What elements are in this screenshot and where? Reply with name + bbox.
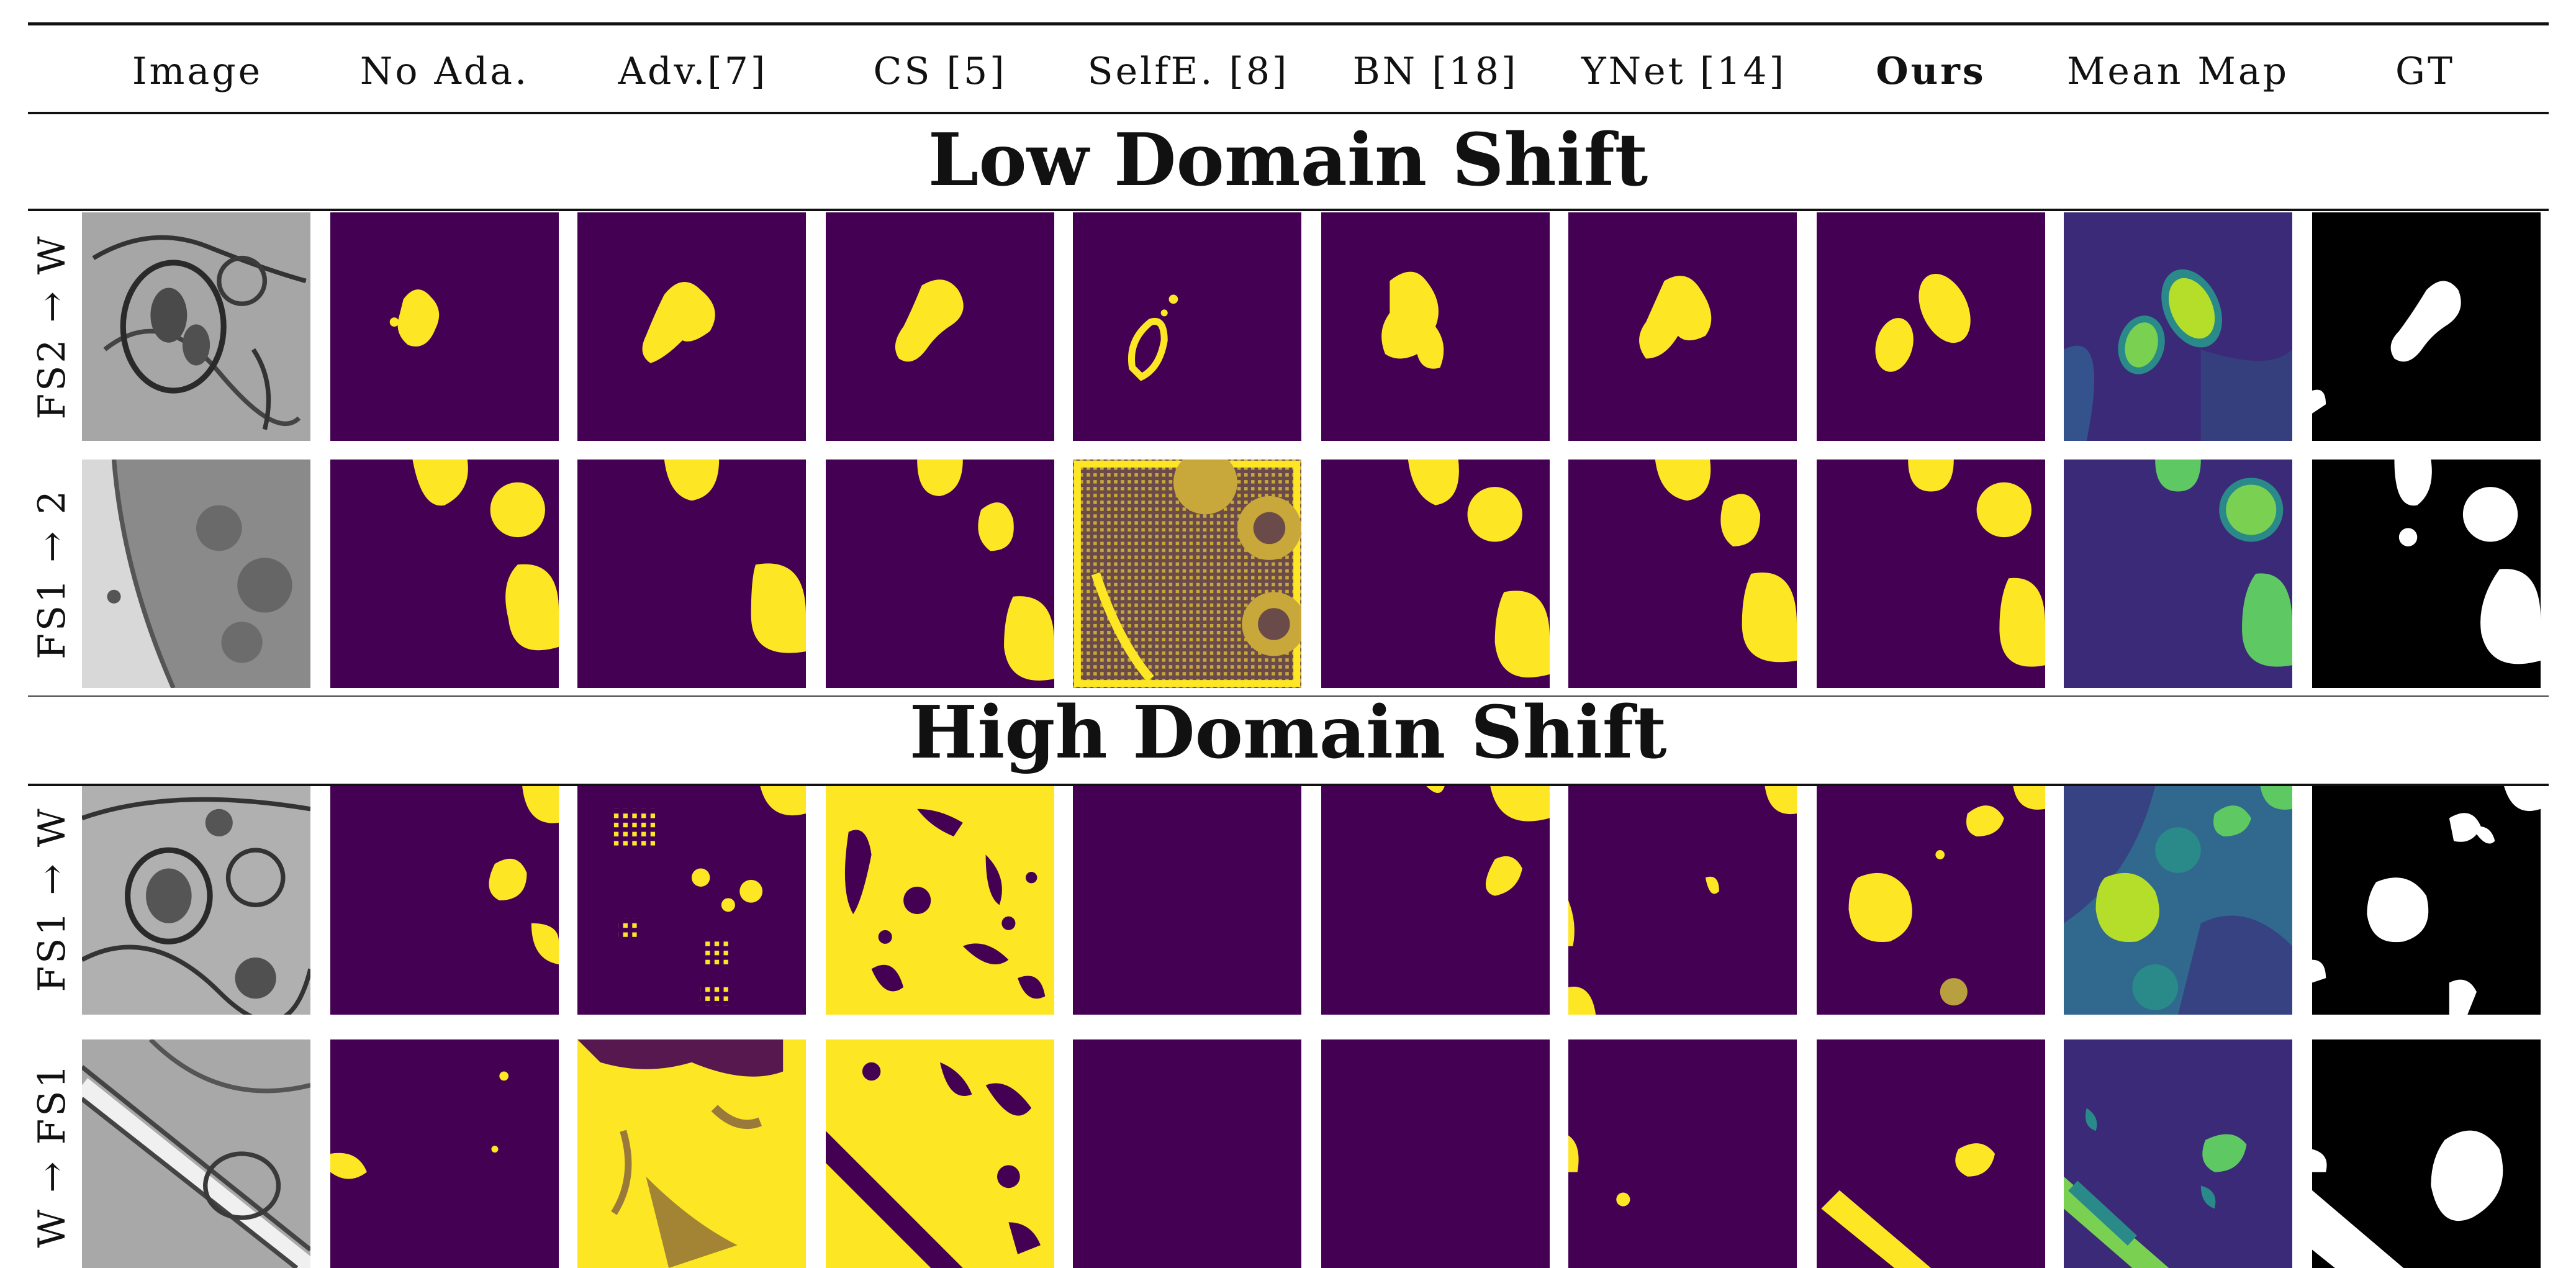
- mean-map: [2064, 786, 2292, 1015]
- prediction-mask: [826, 212, 1054, 441]
- mean-map: [2064, 460, 2292, 688]
- prediction-mask: [1321, 1039, 1550, 1268]
- prediction-mask: [1568, 1039, 1797, 1268]
- col-header-ynet: YNet [14]: [1581, 50, 1786, 93]
- input-image: [82, 460, 310, 688]
- prediction-mask: [577, 460, 806, 688]
- ground-truth-mask: [2312, 786, 2541, 1015]
- row-label-fs1-2: FS1 → 2: [30, 488, 74, 659]
- col-header-image: Image: [132, 50, 263, 93]
- col-header-mean-map: Mean Map: [2066, 50, 2290, 93]
- prediction-mask: [1321, 212, 1550, 441]
- row-label-fs1-w: FS1 → W: [30, 806, 74, 992]
- prediction-mask: [330, 460, 559, 688]
- section-rule-high: [28, 784, 2549, 786]
- prediction-mask: [826, 460, 1054, 688]
- prediction-mask: [577, 786, 806, 1015]
- prediction-mask: [1073, 212, 1301, 441]
- prediction-mask: [1321, 460, 1550, 688]
- prediction-mask: [826, 1039, 1054, 1268]
- prediction-mask: [1073, 1039, 1301, 1268]
- prediction-mask: [1568, 460, 1797, 688]
- input-image: [82, 212, 310, 441]
- row-label-w-fs1: W → FS1: [30, 1062, 74, 1248]
- prediction-mask: [1568, 212, 1797, 441]
- col-header-bn: BN [18]: [1352, 50, 1519, 93]
- prediction-mask: [1817, 786, 2045, 1015]
- mean-map: [2064, 212, 2292, 441]
- mean-map: [2064, 1039, 2292, 1268]
- section-divider: [28, 695, 2549, 697]
- col-header-ours: Ours: [1876, 50, 1986, 93]
- prediction-mask: [330, 786, 559, 1015]
- prediction-mask: [577, 212, 806, 441]
- prediction-mask: [1568, 786, 1797, 1015]
- prediction-mask: [1321, 786, 1550, 1015]
- ground-truth-mask: [2312, 1039, 2541, 1268]
- input-image: [82, 786, 310, 1015]
- ground-truth-mask: [2312, 212, 2541, 441]
- ground-truth-mask: [2312, 460, 2541, 688]
- prediction-mask: [330, 212, 559, 441]
- col-header-cs: CS [5]: [873, 50, 1007, 93]
- section-rule-low: [28, 209, 2549, 211]
- prediction-mask: [1817, 1039, 2045, 1268]
- col-header-gt: GT: [2395, 50, 2455, 93]
- col-header-no-ada: No Ada.: [359, 50, 530, 93]
- prediction-mask: [1817, 212, 2045, 441]
- section-title-high: High Domain Shift: [909, 691, 1667, 775]
- prediction-mask: [1073, 786, 1301, 1015]
- top-rule: [28, 22, 2549, 25]
- col-header-adv: Adv.[7]: [618, 50, 768, 93]
- header-rule: [28, 112, 2549, 114]
- input-image: [82, 1039, 310, 1268]
- prediction-mask: [826, 786, 1054, 1015]
- prediction-mask: [1817, 460, 2045, 688]
- row-label-fs2-w: FS2 → W: [30, 233, 74, 420]
- prediction-mask: [577, 1039, 806, 1268]
- prediction-mask: [330, 1039, 559, 1268]
- prediction-mask: [1073, 460, 1301, 688]
- col-header-selfe: SelfE. [8]: [1087, 50, 1290, 93]
- section-title-low: Low Domain Shift: [928, 118, 1648, 202]
